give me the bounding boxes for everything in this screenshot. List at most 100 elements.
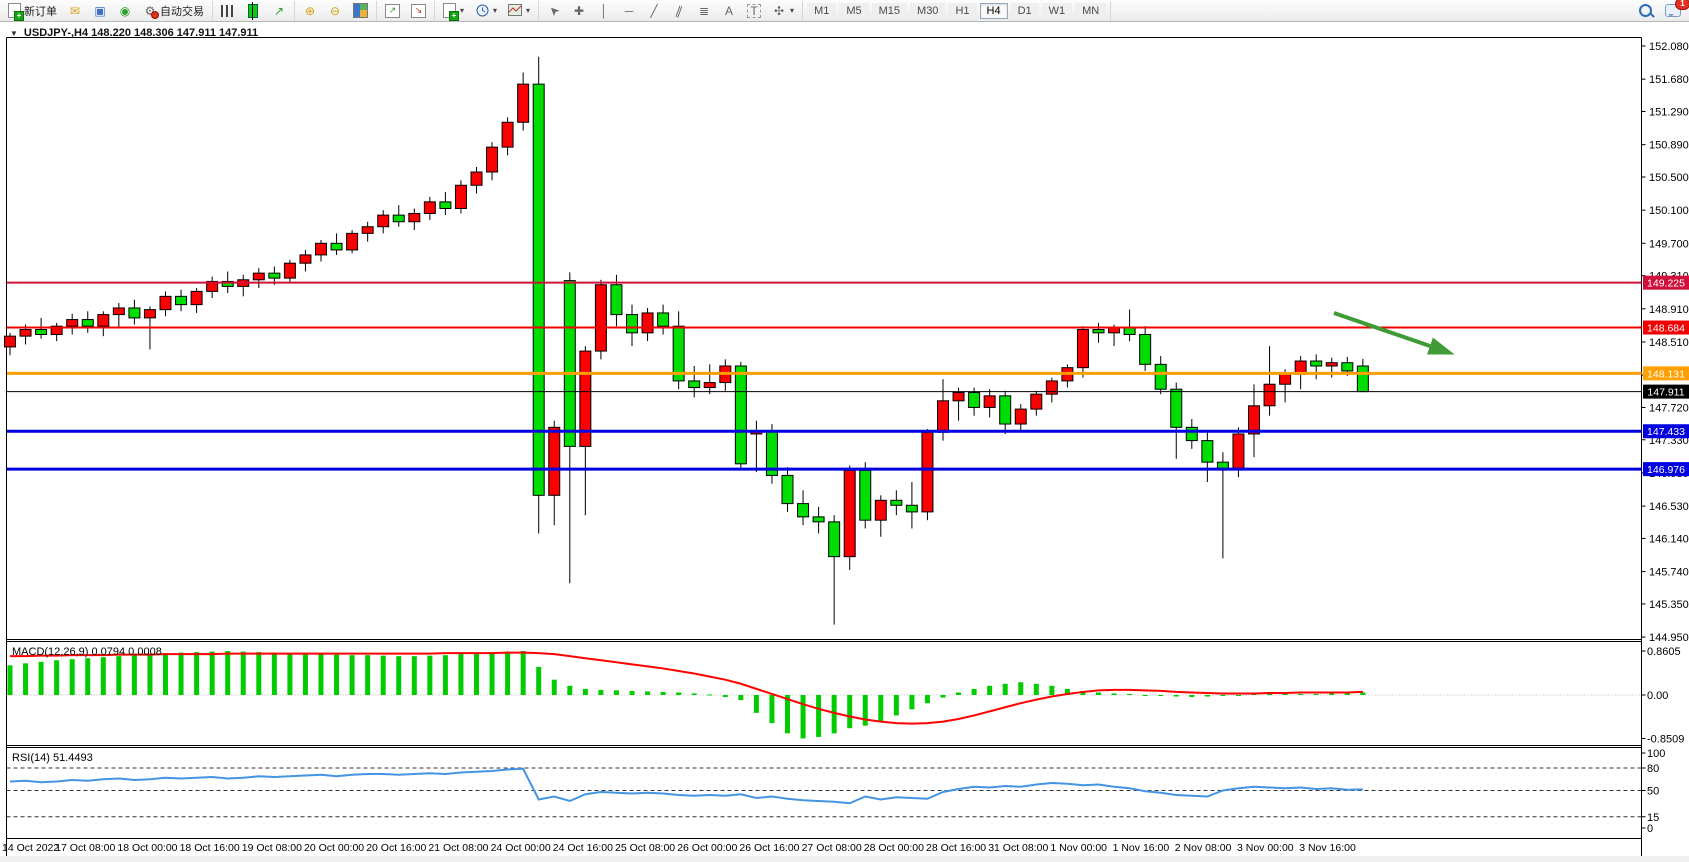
price-axis-label: 150.500: [1649, 172, 1689, 184]
crosshair-tool-button[interactable]: ✚: [568, 2, 590, 20]
macd-histogram-bar: [178, 652, 184, 695]
text-label-button[interactable]: T: [743, 2, 765, 20]
periods-button[interactable]: ▾: [471, 2, 501, 20]
fibonacci-icon: ≣: [699, 3, 710, 18]
line-chart-button[interactable]: ↗: [268, 2, 290, 20]
new-chart-button[interactable]: + ▾: [439, 2, 468, 21]
autotrade-button[interactable]: ⚙ 自动交易: [139, 2, 208, 20]
timeframe-M30[interactable]: M30: [910, 2, 946, 19]
timeframe-W1[interactable]: W1: [1041, 2, 1073, 19]
timeframe-H4[interactable]: H4: [979, 2, 1008, 19]
timeframe-MN[interactable]: MN: [1075, 2, 1107, 19]
macd-histogram-bar: [458, 654, 464, 695]
candle: [346, 232, 359, 251]
horizontal-line-button[interactable]: ─: [618, 2, 640, 20]
fibonacci-button[interactable]: ≣: [693, 2, 715, 20]
macd-histogram-bar: [1018, 682, 1024, 695]
macd-histogram-bar: [1142, 695, 1148, 696]
candle: [781, 474, 794, 505]
candle: [828, 521, 841, 558]
zoom-out-button[interactable]: ⊖: [324, 2, 346, 20]
candle: [1076, 329, 1089, 369]
mail-button[interactable]: ✉: [64, 2, 86, 20]
candle: [283, 262, 296, 279]
bar-chart-button[interactable]: [217, 2, 238, 20]
search-button[interactable]: [1635, 2, 1658, 20]
macd-histogram-bar: [722, 695, 728, 698]
price-axis-label: 150.100: [1649, 205, 1689, 217]
arrows-button[interactable]: ✣ ▾: [768, 2, 798, 20]
price-axis-label: 150.890: [1649, 140, 1689, 152]
price-tag: [1643, 384, 1689, 399]
candle: [486, 146, 499, 173]
zoom-in-button[interactable]: ⊕: [299, 2, 321, 20]
macd-histogram-bar: [676, 692, 682, 695]
candle: [1045, 380, 1058, 395]
candle: [1139, 333, 1152, 365]
candle: [657, 312, 670, 327]
trendline-button[interactable]: ╱: [643, 2, 665, 20]
candle: [890, 499, 903, 506]
macd-histogram-bar: [1360, 692, 1366, 695]
vertical-line-button[interactable]: │: [593, 2, 615, 20]
candle: [1248, 405, 1260, 435]
symbol-ohlc-text: USDJPY-,H4 148.220 148.306 147.911 147.9…: [23, 27, 259, 39]
dropdown-arrow-icon: ▾: [790, 6, 795, 15]
timeframe-M5[interactable]: M5: [839, 2, 869, 19]
price-tag: [1643, 424, 1689, 439]
autotrade-label: 自动交易: [160, 5, 204, 18]
macd-histogram-bar: [536, 666, 542, 695]
candle: [626, 314, 638, 334]
candle: [35, 329, 48, 335]
macd-histogram-bar: [131, 655, 137, 695]
chat-button[interactable]: 1: [1661, 0, 1689, 20]
candle: [1341, 362, 1354, 372]
macd-histogram-bar: [1329, 693, 1335, 695]
candlestick-button[interactable]: [241, 1, 265, 20]
macd-histogram-bar: [987, 685, 993, 695]
timeframe-M1[interactable]: M1: [807, 2, 837, 19]
signals-button[interactable]: ◉: [114, 2, 136, 20]
macd-histogram-bar: [287, 653, 293, 695]
chart-window[interactable]: ▼ USDJPY-,H4 148.220 148.306 147.911 147…: [0, 21, 1689, 862]
clock-icon: [475, 4, 489, 18]
macd-histogram-bar: [691, 693, 697, 695]
toolbar-group-objects: ➤ ✚ │ ─ ╱ ∥ ≣ A T ✣ ▾: [539, 0, 804, 21]
candle: [408, 212, 421, 223]
text-label-icon: T: [747, 3, 762, 18]
time-axis-label: 31 Oct 08:00: [988, 842, 1048, 854]
macd-histogram-bar: [1173, 695, 1179, 697]
objects-list-button[interactable]: ↘: [407, 2, 430, 20]
channel-button[interactable]: ∥: [668, 2, 690, 20]
macd-histogram-bar: [878, 695, 884, 722]
indicators-button[interactable]: ↗: [381, 2, 404, 20]
macd-histogram-bar: [613, 690, 619, 695]
line-chart-icon: ↗: [273, 3, 285, 18]
price-chart[interactable]: 152.080 151.680 151.290 150.890 150.500 150.1…: [0, 22, 1689, 862]
macd-histogram-bar: [598, 689, 604, 695]
macd-histogram-bar: [707, 694, 713, 696]
price-axis-label: 151.680: [1649, 74, 1689, 86]
collapse-triangle-icon[interactable]: ▼: [10, 28, 18, 38]
templates-button[interactable]: ▾: [504, 2, 534, 20]
community-button[interactable]: ▣: [89, 2, 111, 20]
trend-arrow[interactable]: [1333, 311, 1431, 348]
timeframe-D1[interactable]: D1: [1010, 2, 1039, 19]
candle: [299, 254, 312, 264]
time-axis-label: 3 Nov 16:00: [1299, 842, 1356, 854]
new-order-button[interactable]: + 新订单: [4, 2, 61, 21]
candle: [81, 319, 94, 327]
price-axis-label: 151.290: [1649, 106, 1689, 118]
candle: [921, 431, 934, 513]
candle: [361, 226, 374, 234]
timeframe-H1[interactable]: H1: [948, 2, 977, 19]
tile-windows-button[interactable]: [349, 2, 372, 20]
macd-histogram-bar: [1189, 695, 1195, 698]
rsi-axis-label: 100: [1647, 748, 1665, 760]
cursor-tool-button[interactable]: ➤: [543, 2, 565, 20]
timeframe-M15[interactable]: M15: [871, 2, 908, 19]
time-axis-label: 24 Oct 16:00: [553, 842, 613, 854]
time-axis-label: 26 Oct 00:00: [677, 842, 737, 854]
text-tool-button[interactable]: A: [718, 2, 740, 20]
candle: [19, 329, 32, 337]
